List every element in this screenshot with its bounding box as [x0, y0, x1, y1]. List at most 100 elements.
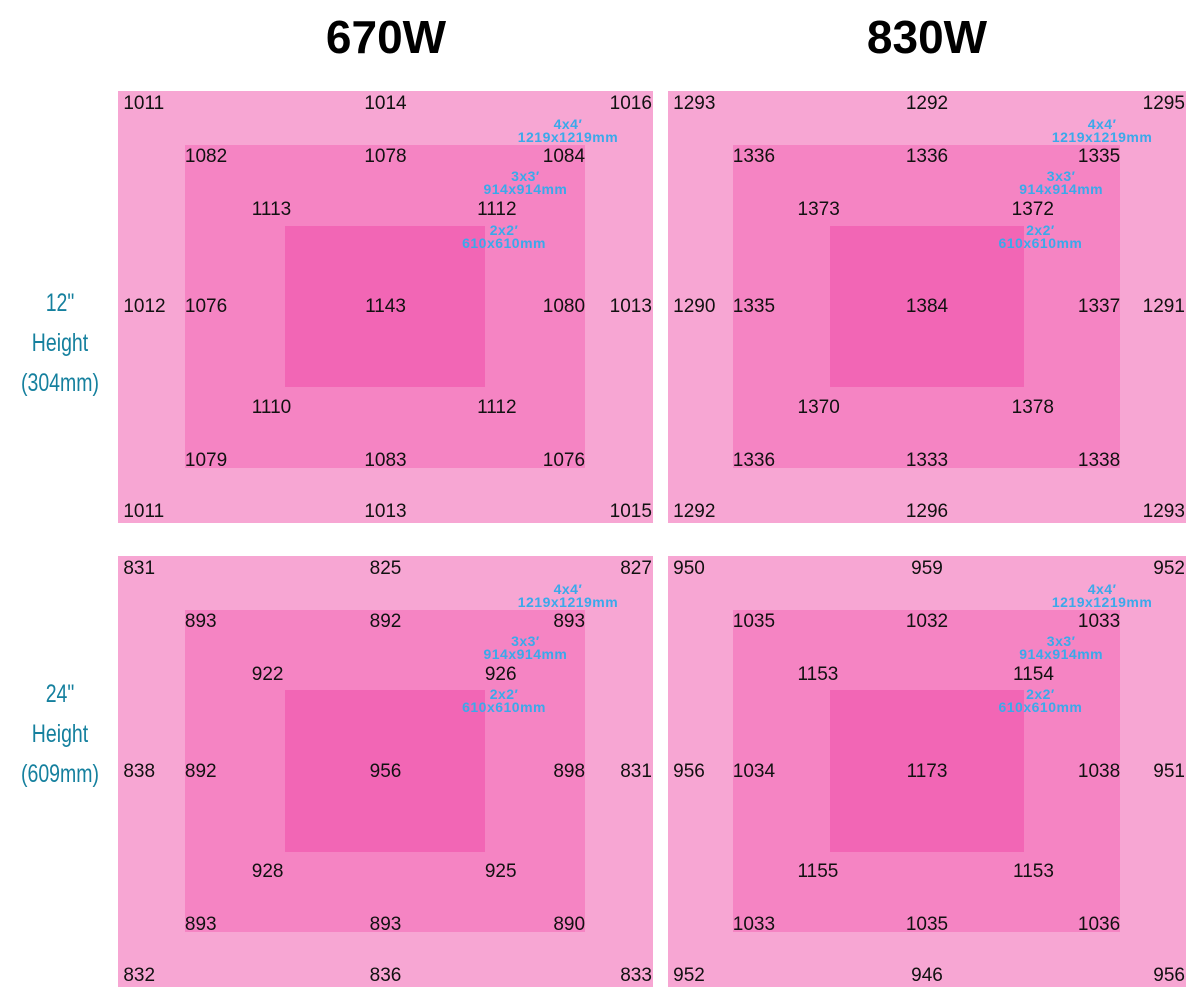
ppfd-value-outer-bc: 946: [911, 965, 943, 987]
zone-3x3: [184, 609, 586, 933]
ppfd-value-inner-tr: 1154: [1013, 663, 1054, 685]
ppfd-value-outer-bl: 1011: [123, 501, 165, 523]
ppfd-value-middle-tc: 892: [369, 610, 402, 632]
zone-metric: 610x610mm: [998, 699, 1083, 716]
ppfd-value-middle-tl: 893: [184, 610, 217, 632]
zone-2x2: [829, 690, 1024, 852]
ppfd-value-inner-tl: 1113: [251, 199, 292, 221]
zone-label-outer: 4x4′ 1219x1219mm: [517, 117, 619, 145]
ppfd-value-middle-br: 1076: [542, 450, 586, 472]
ppfd-value-middle-tr: 1335: [1077, 146, 1121, 168]
ppfd-value-middle-mr: 898: [553, 760, 586, 782]
ppfd-value-inner-c: 1173: [906, 760, 948, 782]
column-title-830w: 830W: [866, 11, 988, 63]
zone-3x3: [184, 145, 586, 469]
ppfd-value-inner-br: 1153: [1013, 860, 1054, 882]
zone-label-outer: 4x4′ 1219x1219mm: [1051, 580, 1153, 610]
ppfd-value-middle-tc: 1032: [905, 610, 949, 632]
ppfd-value-outer-mr: 1291: [1142, 296, 1185, 317]
ppfd-value-outer-bl: 1292: [673, 501, 716, 523]
zone-metric: 914x914mm: [1019, 181, 1104, 198]
ppfd-panel-670w-24in: 831 825 827 838 831 832 836 833 4x4′ 1219x1219mm 8…: [118, 556, 653, 987]
ppfd-value-middle-ml: 892: [184, 760, 217, 782]
ppfd-value-outer-bl: 832: [123, 965, 156, 987]
zone-3x3: [732, 609, 1121, 933]
ppfd-value-middle-tl: 1035: [732, 610, 776, 632]
ppfd-value-inner-bl: 1370: [797, 396, 840, 418]
ppfd-value-inner-bl: 1110: [251, 396, 292, 418]
ppfd-value-outer-tc: 1292: [905, 92, 949, 114]
ppfd-value-middle-bl: 893: [184, 914, 217, 936]
zone-label-outer: 4x4′ 1219x1219mm: [517, 580, 619, 610]
ppfd-value-outer-tc: 825: [369, 557, 402, 579]
ppfd-value-inner-br: 1112: [477, 396, 517, 418]
zone-size: 2x2′: [1026, 686, 1055, 703]
zone-metric: 1219x1219mm: [517, 128, 619, 145]
ppfd-value-middle-bc: 1035: [905, 914, 949, 936]
ppfd-value-outer-tl: 1293: [673, 92, 716, 114]
ppfd-value-inner-tl: 1153: [797, 663, 839, 685]
ppfd-value-middle-bl: 1336: [732, 450, 776, 472]
zone-metric: 1219x1219mm: [517, 593, 619, 610]
ppfd-value-middle-bl: 1033: [732, 914, 776, 936]
row-label-line1: 12" Height: [31, 289, 89, 357]
row-label-line1: 24" Height: [31, 680, 89, 748]
ppfd-value-middle-tc: 1078: [364, 146, 407, 168]
ppfd-value-outer-tl: 831: [123, 557, 156, 579]
zone-size: 3x3′: [511, 168, 540, 185]
ppfd-value-inner-bl: 1155: [797, 860, 839, 882]
ppfd-value-middle-tl: 1336: [732, 146, 776, 168]
ppfd-value-outer-tr: 952: [1153, 557, 1185, 579]
ppfd-panel-670w-12in: 1011 1014 1016 1012 1013 1011 1013 1015 4x4′ 1219…: [118, 91, 653, 523]
zone-size: 4x4′: [553, 580, 583, 597]
ppfd-value-outer-tr: 1295: [1142, 92, 1185, 114]
ppfd-value-inner-tl: 1373: [797, 199, 840, 221]
ppfd-value-middle-tr: 1033: [1077, 610, 1121, 632]
ppfd-value-middle-bc: 1333: [905, 450, 949, 472]
zone-size: 4x4′: [1087, 580, 1117, 597]
row-label-12in: 12" Height (304mm): [21, 283, 99, 403]
ppfd-value-outer-bc: 836: [369, 965, 402, 987]
ppfd-value-inner-c: 956: [369, 760, 402, 782]
zone-metric: 1219x1219mm: [1051, 128, 1153, 145]
zone-label-outer: 4x4′ 1219x1219mm: [1051, 115, 1153, 145]
ppfd-value-outer-ml: 1290: [673, 296, 716, 317]
ppfd-value-outer-tc: 1014: [364, 92, 407, 114]
ppfd-value-middle-mr: 1038: [1077, 760, 1121, 782]
zone-size: 4x4′: [1087, 115, 1117, 132]
ppfd-value-outer-br: 956: [1153, 965, 1185, 987]
zone-label-inner: 2x2′ 610x610mm: [462, 223, 546, 250]
ppfd-value-middle-tc: 1336: [905, 146, 949, 168]
ppfd-value-outer-mr: 951: [1153, 760, 1185, 782]
ppfd-value-middle-br: 890: [553, 914, 586, 936]
zone-label-middle: 3x3′ 914x914mm: [1019, 634, 1103, 661]
ppfd-value-middle-bc: 893: [369, 914, 402, 936]
ppfd-value-middle-bl: 1079: [184, 450, 228, 472]
ppfd-value-middle-ml: 1335: [732, 296, 776, 317]
column-title-670w: 670W: [325, 11, 447, 63]
zone-size: 2x2′: [489, 686, 519, 703]
zone-label-inner: 2x2′ 610x610mm: [462, 686, 546, 714]
ppfd-value-middle-bc: 1083: [364, 450, 407, 472]
ppfd-value-inner-br: 925: [484, 860, 517, 882]
ppfd-value-outer-ml: 956: [673, 760, 705, 782]
row-label-24in: 24" Height (609mm): [21, 674, 99, 794]
ppfd-value-inner-tl: 922: [251, 663, 284, 685]
ppfd-value-inner-tr: 1112: [477, 199, 517, 221]
zone-metric: 1219x1219mm: [1051, 593, 1153, 610]
ppfd-value-middle-mr: 1080: [542, 296, 586, 317]
ppfd-value-inner-tr: 1372: [1011, 199, 1054, 221]
zone-metric: 914x914mm: [483, 646, 568, 663]
zone-size: 2x2′: [1026, 221, 1055, 238]
ppfd-value-inner-c: 1143: [365, 296, 406, 317]
ppfd-value-outer-bc: 1296: [905, 501, 949, 523]
ppfd-value-middle-br: 1036: [1077, 914, 1121, 936]
ppfd-value-middle-ml: 1034: [732, 760, 776, 782]
zone-label-inner: 2x2′ 610x610mm: [998, 686, 1083, 716]
zone-3x3: [732, 145, 1121, 469]
ppfd-value-outer-tl: 950: [673, 557, 705, 579]
zone-metric: 914x914mm: [483, 181, 568, 198]
ppfd-value-middle-tr: 1084: [542, 146, 586, 168]
zone-label-middle: 3x3′ 914x914mm: [483, 634, 568, 663]
ppfd-value-middle-mr: 1337: [1077, 296, 1121, 317]
